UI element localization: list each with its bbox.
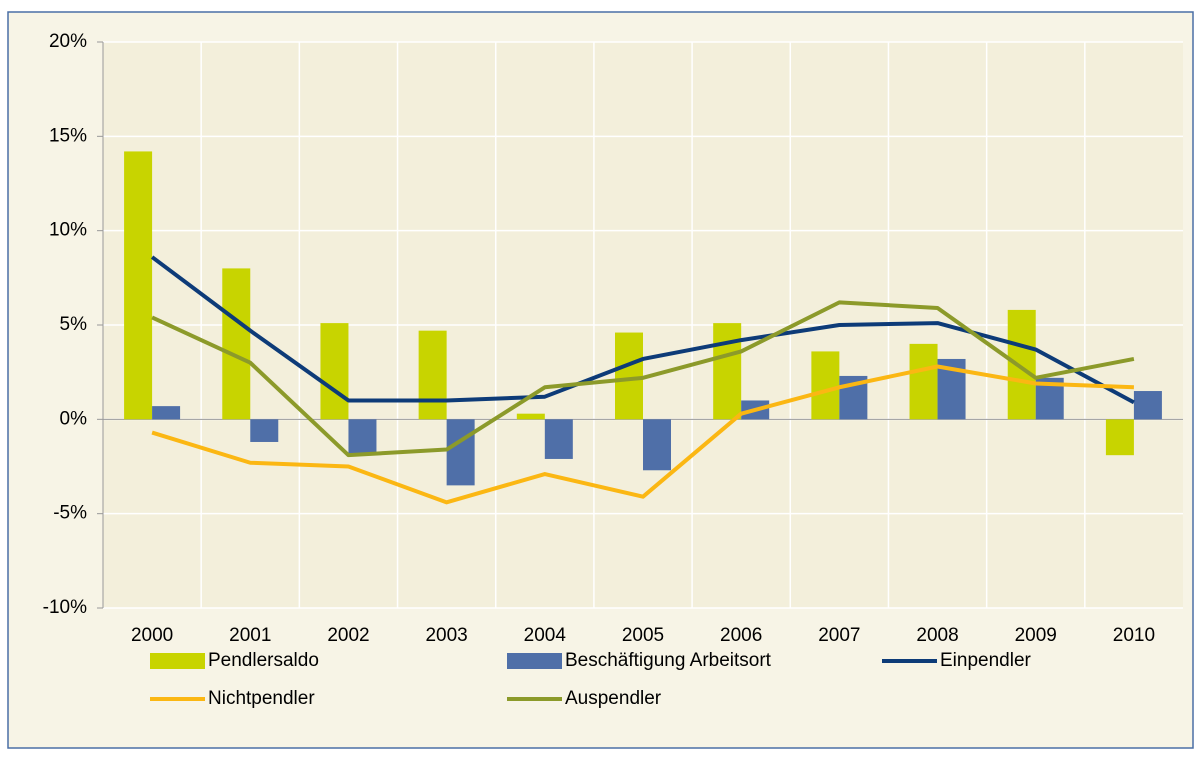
bar [250, 419, 279, 442]
bar [1007, 309, 1036, 420]
bar [348, 419, 377, 454]
bar [320, 323, 349, 420]
legend-label: Nichtpendler [208, 688, 315, 709]
y-tick-label: 10% [49, 220, 87, 241]
bar [152, 406, 181, 420]
x-tick-label: 2000 [131, 625, 173, 646]
legend-label: Einpendler [940, 650, 1032, 671]
bar [1105, 419, 1134, 456]
bar [909, 343, 938, 420]
legend-label: Pendlersaldo [208, 650, 319, 671]
bar [222, 268, 251, 420]
bar [713, 323, 742, 420]
x-tick-label: 2007 [818, 625, 860, 646]
line [151, 364, 1134, 505]
y-tick-label: 15% [49, 125, 87, 146]
legend-label: Beschäftigung Arbeitsort [565, 650, 772, 671]
bar [811, 351, 840, 420]
bar [418, 330, 447, 420]
bar [446, 419, 475, 486]
bar [615, 332, 643, 420]
legend-swatch [150, 653, 205, 669]
bar [643, 419, 671, 471]
y-tick-label: -10% [43, 597, 87, 618]
x-tick-label: 2003 [425, 625, 467, 646]
legend-label: Auspendler [565, 688, 662, 709]
x-tick-label: 2004 [524, 625, 567, 646]
bar [544, 419, 573, 459]
x-tick-label: 2010 [1113, 625, 1155, 646]
y-tick-label: 0% [60, 408, 88, 429]
y-tick-label: -5% [53, 503, 87, 524]
y-tick-label: 20% [49, 31, 87, 52]
x-tick-label: 2009 [1015, 625, 1057, 646]
x-tick-label: 2002 [327, 625, 369, 646]
bar [516, 413, 545, 420]
x-tick-label: 2001 [229, 625, 271, 646]
bar [1133, 391, 1162, 420]
x-tick-label: 2006 [720, 625, 762, 646]
x-tick-label: 2008 [916, 625, 958, 646]
line [151, 300, 1135, 458]
x-tick-label: 2005 [622, 625, 664, 646]
legend-swatch [507, 653, 562, 669]
y-tick-label: 5% [60, 314, 88, 335]
bar [124, 151, 153, 420]
